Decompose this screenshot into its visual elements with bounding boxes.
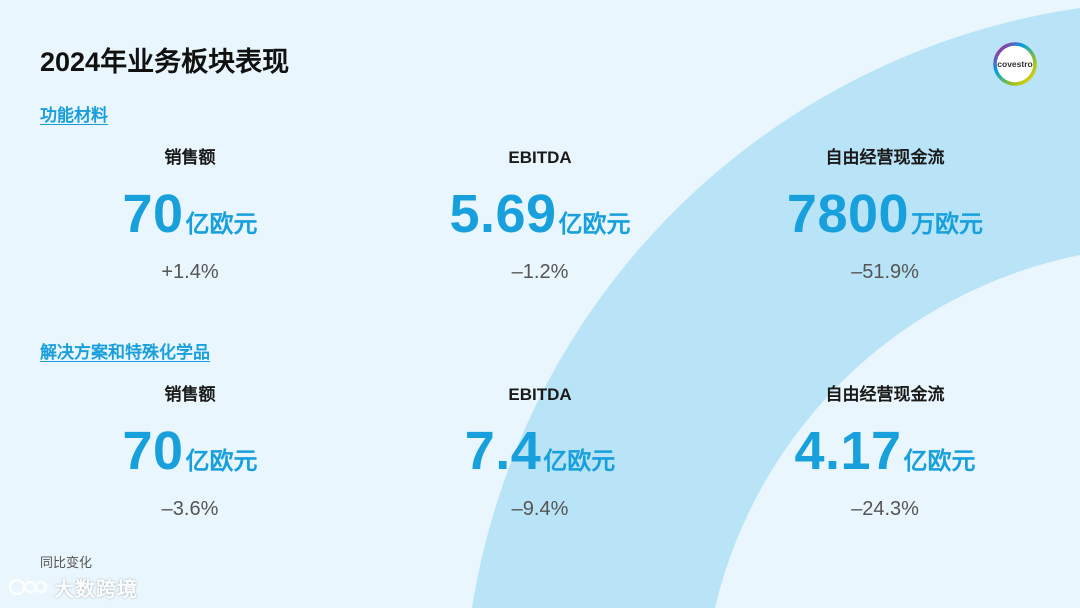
metric-solutions-fcf: 自由经营现金流 4.17亿欧元 –24.3% (705, 384, 1065, 522)
metric-label: EBITDA (508, 148, 572, 167)
section-title-solutions-specialties: 解决方案和特殊化学品 (40, 343, 210, 362)
metric-value: 7.4 (464, 421, 542, 481)
metric-functional-sales: 销售额 70亿欧元 +1.4% (10, 147, 370, 285)
metric-unit: 亿欧元 (543, 448, 616, 475)
metric-change: –1.2% (511, 261, 569, 283)
section-title-functional-materials: 功能材料 (40, 106, 108, 125)
metric-change: –3.6% (161, 498, 219, 520)
metric-label: 销售额 (164, 385, 216, 404)
watermark-logo-icon (8, 578, 48, 596)
metric-change: –9.4% (511, 498, 569, 520)
metric-label: 销售额 (164, 148, 216, 167)
page-title: 2024年业务板块表现 (40, 47, 290, 77)
metric-change: –24.3% (851, 498, 919, 520)
metric-unit: 亿欧元 (185, 448, 258, 475)
metric-functional-fcf: 自由经营现金流 7800万欧元 –51.9% (705, 147, 1065, 285)
covestro-logo: covestro (991, 40, 1039, 88)
metric-label: 自由经营现金流 (825, 148, 945, 167)
metric-value: 7800 (786, 184, 910, 244)
metric-change: –51.9% (851, 261, 919, 283)
watermark: 大数跨境 (8, 570, 138, 604)
metric-value: 4.17 (794, 421, 902, 481)
footnote: 同比变化 (40, 555, 93, 570)
metric-functional-ebitda: EBITDA 5.69亿欧元 –1.2% (360, 147, 720, 285)
metric-solutions-sales: 销售额 70亿欧元 –3.6% (10, 384, 370, 522)
metric-label: 自由经营现金流 (825, 385, 945, 404)
metric-unit: 亿欧元 (903, 448, 976, 475)
metric-value: 5.69 (449, 184, 557, 244)
logo-text: covestro (997, 59, 1032, 69)
metric-unit: 亿欧元 (185, 211, 258, 238)
metric-unit: 万欧元 (911, 211, 984, 238)
metric-unit: 亿欧元 (558, 211, 631, 238)
metric-label: EBITDA (508, 385, 572, 404)
metric-value: 70 (122, 184, 184, 244)
watermark-text: 大数跨境 (54, 578, 138, 601)
metric-value: 70 (122, 421, 184, 481)
metric-solutions-ebitda: EBITDA 7.4亿欧元 –9.4% (360, 384, 720, 522)
metric-change: +1.4% (161, 261, 219, 283)
